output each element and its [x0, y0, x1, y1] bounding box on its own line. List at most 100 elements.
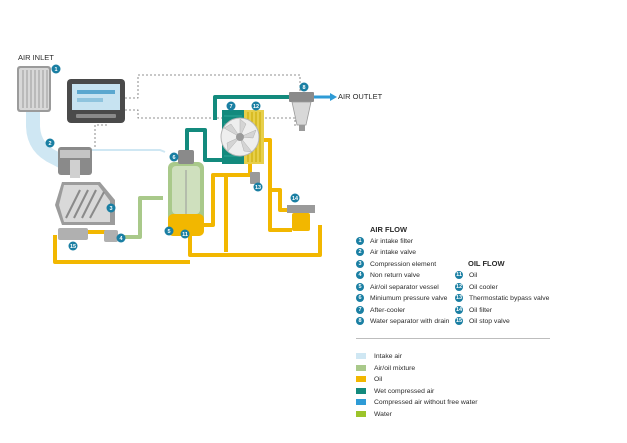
item-label: Oil filter: [469, 306, 493, 314]
item-number: 14: [455, 306, 463, 314]
marker-8: 8: [299, 82, 309, 92]
legend-item: Compressed air without free water: [356, 398, 478, 406]
item-number: 15: [455, 317, 463, 325]
legend-item: Water: [356, 410, 392, 418]
legend-label: Air/oil mixture: [374, 364, 416, 372]
separator-vessel-graphic: [168, 150, 204, 236]
legend-swatch: [356, 376, 366, 382]
item-label: Oil cooler: [469, 283, 498, 291]
compression-element-graphic: [55, 182, 115, 225]
item-label: Air/oil separator vessel: [370, 283, 439, 291]
oil-lines: [53, 138, 322, 264]
svg-text:12: 12: [253, 104, 259, 110]
marker-14: 14: [290, 193, 300, 203]
item-number: 2: [356, 248, 364, 256]
legend-item: Oil: [356, 375, 382, 383]
item-label: After-cooler: [370, 306, 406, 314]
oil-flow-item: 12 Oil cooler: [455, 282, 498, 292]
oil-flow-title: OIL FLOW: [468, 259, 505, 268]
oil-flow-item: 11 Oil: [455, 270, 477, 280]
item-number: 4: [356, 271, 364, 279]
control-lines: [94, 74, 301, 147]
controller-graphic: [67, 79, 125, 123]
air-flow-title: AIR FLOW: [370, 225, 408, 234]
air-flow-item: 6 Miniumum pressure valve: [356, 293, 447, 303]
item-label: Air intake valve: [370, 248, 417, 256]
legend-label: Oil: [374, 375, 383, 383]
item-label: Thermostatic bypass valve: [469, 294, 550, 302]
marker-4: 4: [116, 233, 126, 243]
item-number: 8: [356, 317, 364, 325]
valve-assembly-graphic: [58, 228, 118, 242]
intake-thin-line: [92, 149, 166, 153]
air-flow-item: 7 After-cooler: [356, 305, 405, 315]
legend-divider: [356, 338, 550, 339]
legend-item: Intake air: [356, 352, 402, 360]
oil-flow-item: 15 Oil stop valve: [455, 316, 510, 326]
item-label: Air intake filter: [370, 237, 414, 245]
cooler-graphic: [220, 110, 264, 164]
marker-7: 7: [226, 101, 236, 111]
air-outlet-arrow: [330, 93, 337, 101]
item-number: 6: [356, 294, 364, 302]
marker-2: 2: [45, 138, 55, 148]
item-number: 1: [356, 237, 364, 245]
svg-text:13: 13: [255, 185, 261, 191]
air-oil-lines: [115, 196, 163, 239]
oil-filter-graphic: [287, 205, 315, 231]
item-label: Water separator with drain: [370, 317, 450, 325]
marker-6: 6: [169, 152, 179, 162]
marker-12: 12: [251, 101, 261, 111]
legend-label: Wet compressed air: [374, 387, 435, 395]
air-flow-item: 4 Non return valve: [356, 270, 420, 280]
marker-11: 11: [180, 229, 190, 239]
svg-text:8: 8: [302, 85, 305, 91]
air-outlet-label: AIR OUTLET: [338, 92, 383, 101]
item-number: 11: [455, 271, 463, 279]
marker-13: 13: [253, 182, 263, 192]
air-flow-item: 1 Air intake filter: [356, 236, 413, 246]
marker-15: 15: [68, 241, 78, 251]
svg-text:3: 3: [109, 206, 112, 212]
legend-item: Wet compressed air: [356, 387, 434, 395]
air-flow-item: 5 Air/oil separator vessel: [356, 282, 439, 292]
legend-label: Compressed air without free water: [374, 398, 478, 406]
svg-text:5: 5: [167, 229, 170, 235]
legend-swatch: [356, 388, 366, 394]
intake-valve-graphic: [58, 147, 92, 178]
legend-item: Air/oil mixture: [356, 364, 415, 372]
marker-1: 1: [51, 64, 61, 74]
svg-text:1: 1: [54, 67, 57, 73]
marker-3: 3: [106, 203, 116, 213]
wet-air-lines: [185, 95, 289, 162]
thermostatic-valve-graphic: [250, 172, 260, 184]
air-intake-filter-graphic: [17, 66, 51, 112]
item-number: 3: [356, 260, 364, 268]
marker-5: 5: [164, 226, 174, 236]
water-separator-graphic: [289, 92, 314, 131]
svg-text:4: 4: [119, 236, 123, 242]
oil-flow-item: 14 Oil filter: [455, 305, 492, 315]
item-number: 12: [455, 283, 463, 291]
item-label: Oil: [469, 271, 478, 279]
legend-swatch: [356, 399, 366, 405]
legend-label: Water: [374, 410, 392, 418]
item-label: Oil stop valve: [469, 317, 510, 325]
item-label: Compression element: [370, 260, 437, 268]
svg-text:11: 11: [182, 232, 188, 238]
diagram-markers: 1 2 3 4 5 6 7 8 11 12 13 14 15: [45, 64, 309, 251]
svg-text:7: 7: [229, 104, 232, 110]
air-flow-item: 8 Water separator with drain: [356, 316, 449, 326]
item-number: 13: [455, 294, 463, 302]
legend-swatch: [356, 365, 366, 371]
air-flow-item: 3 Compression element: [356, 259, 436, 269]
svg-text:6: 6: [172, 155, 175, 161]
item-label: Miniumum pressure valve: [370, 294, 448, 302]
legend-label: Intake air: [374, 352, 402, 360]
item-number: 5: [356, 283, 364, 291]
item-number: 7: [356, 306, 364, 314]
oil-flow-item: 13 Thermostatic bypass valve: [455, 293, 549, 303]
legend-swatch: [356, 411, 366, 417]
item-label: Non return valve: [370, 271, 420, 279]
